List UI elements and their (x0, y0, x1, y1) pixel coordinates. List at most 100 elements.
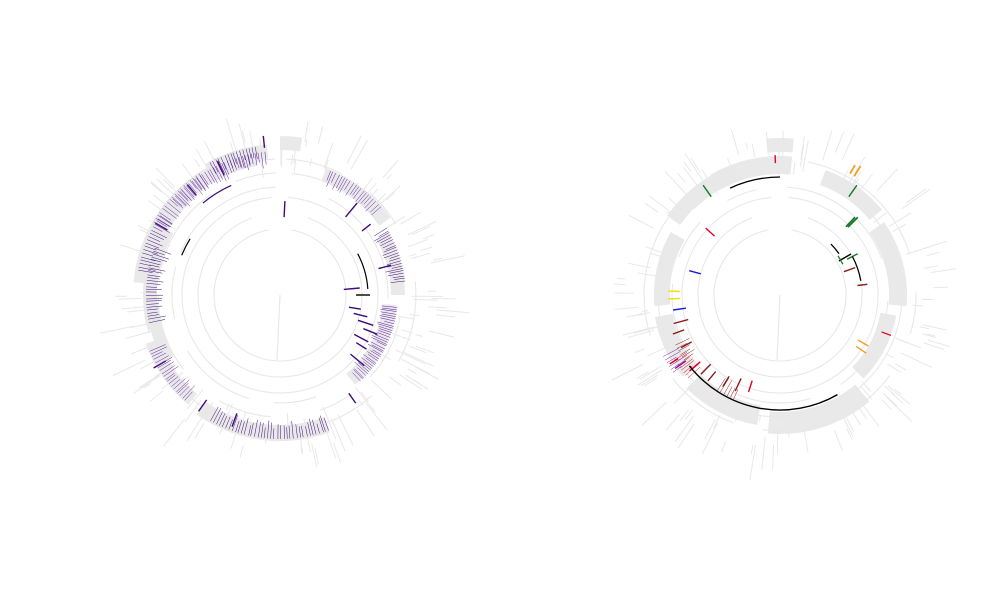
highlighted-leaf (146, 288, 162, 291)
leaf-tip (889, 212, 912, 227)
leaf-tip (861, 381, 872, 392)
highlighted-leaf (175, 195, 186, 207)
leaf-tip (118, 298, 142, 300)
highlighted-leaf (176, 379, 190, 393)
highlighted-leaf (683, 353, 694, 361)
leaf-tip (148, 219, 155, 224)
leaf-tip (861, 403, 880, 427)
leaf-tip (225, 118, 237, 152)
leaf-tip (887, 385, 910, 405)
root-branch (276, 294, 281, 361)
leaf-tip (213, 157, 220, 169)
highlighted-leaf (705, 227, 716, 237)
highlighted-leaf (857, 283, 868, 287)
leaf-tip (410, 252, 431, 260)
leaf-tip (684, 409, 693, 421)
inner-arc (713, 229, 847, 362)
leaf-tip (912, 304, 924, 307)
highlighted-leaf (162, 208, 177, 219)
highlighted-leaf (204, 172, 213, 185)
highlighted-leaf (264, 151, 267, 165)
highlighted-leaf (345, 202, 358, 218)
leaf-tip (837, 170, 849, 189)
left-circular-tree (99, 118, 470, 468)
leaf-tip (841, 133, 855, 160)
leaf-tip (637, 369, 662, 386)
highlighted-leaf (250, 423, 254, 437)
highlighted-leaf (223, 162, 230, 175)
highlighted-leaf (235, 151, 242, 168)
highlighted-leaf (326, 171, 334, 187)
highlighted-leaf (309, 418, 314, 436)
highlighted-leaf (361, 223, 372, 232)
leaf-tip (423, 234, 435, 240)
leaf-tip (151, 238, 170, 248)
clade-arc (319, 393, 352, 411)
highlighted-leaf (163, 366, 179, 377)
leaf-tip (431, 297, 456, 300)
leaf-tip (923, 324, 947, 331)
leaf-tip (930, 268, 957, 274)
tip-band (686, 374, 761, 425)
leaf-tip (883, 385, 896, 396)
highlighted-leaf (261, 422, 264, 438)
highlighted-leaf (216, 160, 225, 176)
highlighted-leaf (355, 190, 365, 202)
leaf-tip (154, 337, 167, 343)
leaf-tip (290, 421, 293, 437)
highlighted-leaf (666, 356, 677, 364)
leaf-tip (121, 306, 148, 310)
highlighted-leaf (149, 232, 165, 240)
leaf-tip (643, 377, 657, 387)
highlighted-leaf (260, 152, 264, 169)
highlighted-leaf (674, 360, 687, 369)
highlighted-leaf (157, 218, 172, 228)
leaf-tip (615, 306, 638, 310)
leaf-tip (436, 309, 470, 314)
tip-band (654, 313, 697, 377)
highlighted-leaf (680, 341, 693, 349)
highlighted-leaf (318, 417, 324, 433)
highlighted-leaf (153, 352, 166, 360)
highlighted-leaf (381, 305, 398, 308)
highlighted-leaf (372, 349, 382, 356)
highlighted-leaf (148, 270, 163, 274)
highlighted-leaf (149, 262, 161, 266)
highlighted-leaf (212, 160, 219, 173)
tip-band (204, 144, 269, 177)
leaf-tip (331, 418, 346, 452)
highlighted-leaf (360, 194, 369, 204)
highlighted-leaf (673, 307, 686, 311)
highlighted-leaf (675, 338, 690, 346)
leaf-tip (639, 365, 662, 380)
highlighted-leaf (179, 386, 190, 396)
highlighted-leaf (382, 313, 397, 317)
highlighted-leaf (216, 411, 223, 425)
highlighted-leaf (244, 155, 249, 171)
highlighted-leaf (323, 417, 329, 431)
leaf-tip (713, 414, 721, 429)
highlighted-leaf (245, 148, 251, 166)
leaf-tip (787, 429, 790, 438)
highlighted-leaf (847, 216, 859, 228)
highlighted-leaf (853, 165, 862, 177)
leaf-tip (701, 169, 718, 195)
highlighted-leaf (148, 315, 166, 320)
leaf-tip (885, 353, 895, 359)
highlighted-leaf (673, 318, 689, 325)
highlighted-leaf (221, 163, 230, 180)
highlighted-leaf (177, 190, 189, 202)
tip-band (666, 165, 739, 226)
leaf-tip (382, 215, 406, 231)
highlighted-leaf (140, 259, 151, 263)
leaf-tip (919, 326, 930, 330)
highlighted-leaf (364, 198, 374, 209)
highlighted-leaf (733, 389, 739, 400)
highlighted-leaf (370, 350, 381, 357)
highlighted-leaf (319, 415, 326, 432)
highlighted-clade-arc (202, 184, 232, 204)
highlighted-leaf (231, 415, 238, 431)
leaf-tip (913, 240, 947, 253)
highlighted-leaf (154, 247, 172, 255)
highlighted-leaf (687, 367, 700, 379)
